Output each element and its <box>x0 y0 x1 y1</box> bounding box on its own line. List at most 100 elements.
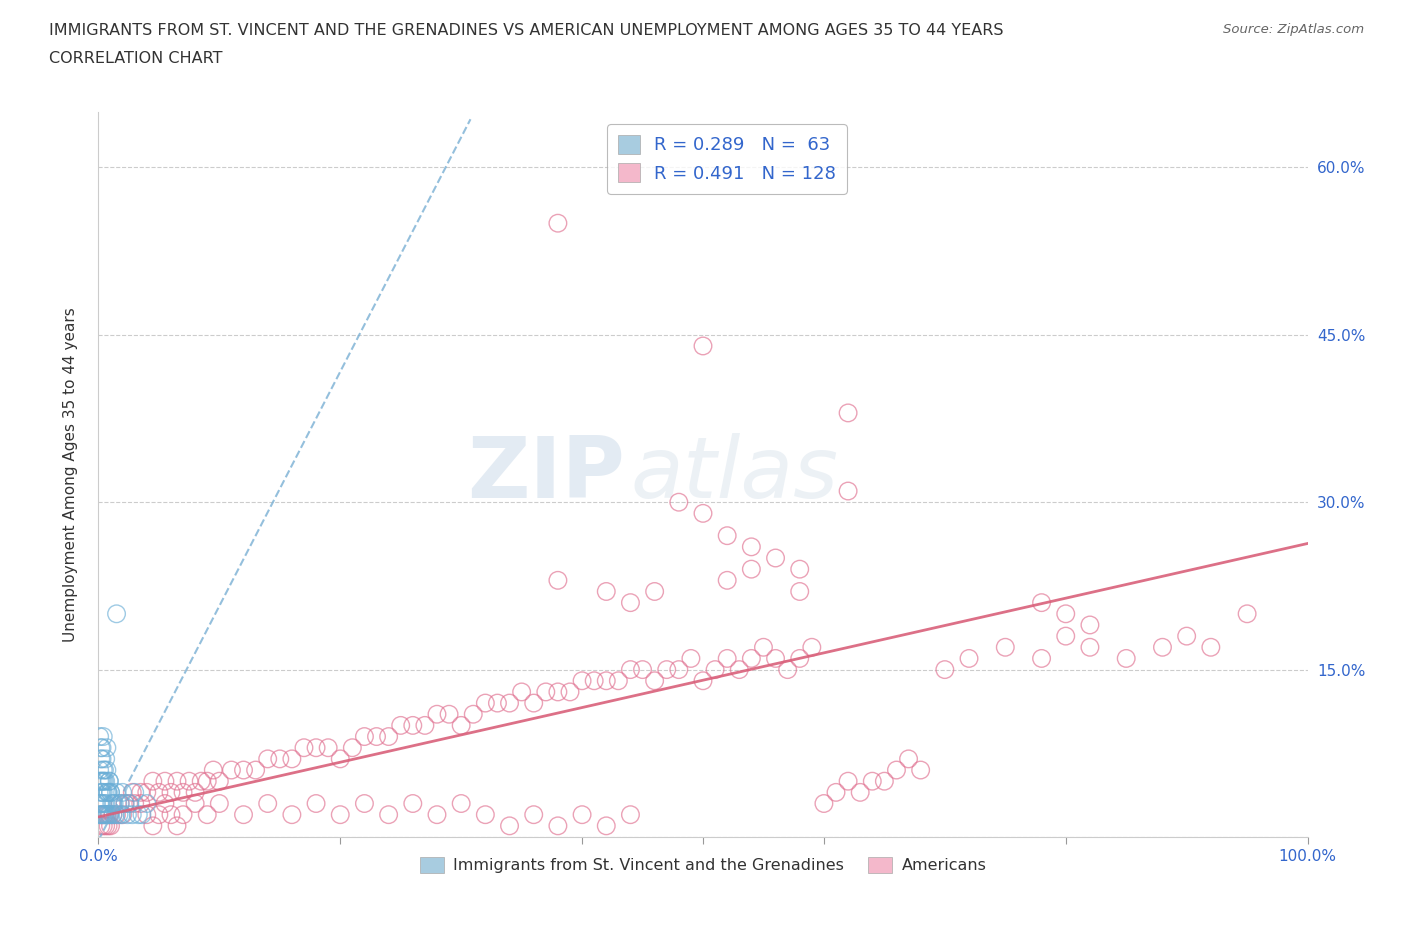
Point <box>135 807 157 822</box>
Point <box>94 774 117 789</box>
Point <box>789 651 811 666</box>
Point <box>825 785 848 800</box>
Point <box>860 774 883 789</box>
Point <box>305 740 328 755</box>
Point <box>96 785 118 800</box>
Point <box>716 573 738 588</box>
Point <box>897 751 920 766</box>
Point <box>91 751 114 766</box>
Point <box>269 751 291 766</box>
Point <box>195 807 218 822</box>
Point <box>108 796 131 811</box>
Point <box>90 774 112 789</box>
Point <box>142 818 165 833</box>
Point <box>131 807 153 822</box>
Point <box>547 573 569 588</box>
Point <box>94 796 117 811</box>
Point <box>668 495 690 510</box>
Point <box>957 651 980 666</box>
Point <box>93 774 115 789</box>
Point <box>377 729 399 744</box>
Point <box>91 740 114 755</box>
Point <box>100 807 122 822</box>
Point <box>98 807 121 822</box>
Point <box>547 818 569 833</box>
Point <box>89 729 111 744</box>
Point <box>377 807 399 822</box>
Point <box>93 796 115 811</box>
Point <box>118 796 141 811</box>
Point <box>558 684 581 699</box>
Point <box>98 807 121 822</box>
Point <box>873 774 896 789</box>
Point <box>124 785 146 800</box>
Text: CORRELATION CHART: CORRELATION CHART <box>49 51 222 66</box>
Point <box>1152 640 1174 655</box>
Point <box>94 751 117 766</box>
Point <box>118 796 141 811</box>
Point <box>110 807 132 822</box>
Point <box>195 774 218 789</box>
Point <box>498 696 520 711</box>
Point <box>353 796 375 811</box>
Point <box>631 662 654 677</box>
Point <box>281 807 304 822</box>
Point <box>450 718 472 733</box>
Point <box>117 807 139 822</box>
Point <box>510 684 533 699</box>
Point <box>91 818 114 833</box>
Point <box>91 774 114 789</box>
Point <box>595 818 617 833</box>
Point <box>692 673 714 688</box>
Point <box>619 662 641 677</box>
Point <box>90 807 112 822</box>
Point <box>837 484 859 498</box>
Point <box>692 506 714 521</box>
Point <box>184 796 207 811</box>
Point <box>1115 651 1137 666</box>
Point <box>190 774 212 789</box>
Point <box>765 551 787 565</box>
Point <box>121 807 143 822</box>
Point <box>160 785 183 800</box>
Point <box>97 785 120 800</box>
Point <box>208 796 231 811</box>
Point <box>91 785 114 800</box>
Point <box>89 796 111 811</box>
Point <box>1078 618 1101 632</box>
Point <box>166 774 188 789</box>
Point <box>463 707 485 722</box>
Point <box>94 818 117 833</box>
Point <box>329 807 352 822</box>
Point <box>292 740 315 755</box>
Point <box>450 796 472 811</box>
Point <box>426 807 449 822</box>
Point <box>91 785 114 800</box>
Point <box>256 796 278 811</box>
Point <box>776 662 799 677</box>
Point <box>1236 606 1258 621</box>
Point <box>93 807 115 822</box>
Point <box>89 763 111 777</box>
Point <box>111 807 134 822</box>
Point <box>934 662 956 677</box>
Point <box>184 785 207 800</box>
Point <box>93 807 115 822</box>
Point <box>426 707 449 722</box>
Point <box>105 807 128 822</box>
Point <box>107 796 129 811</box>
Point <box>153 774 176 789</box>
Point <box>305 796 328 811</box>
Point <box>153 796 176 811</box>
Point <box>849 785 872 800</box>
Legend: Immigrants from St. Vincent and the Grenadines, Americans: Immigrants from St. Vincent and the Gren… <box>413 851 993 880</box>
Point <box>111 785 134 800</box>
Point <box>114 796 136 811</box>
Point <box>692 339 714 353</box>
Point <box>498 818 520 833</box>
Point <box>644 584 666 599</box>
Point <box>90 740 112 755</box>
Point <box>172 785 194 800</box>
Point <box>619 807 641 822</box>
Point <box>486 696 509 711</box>
